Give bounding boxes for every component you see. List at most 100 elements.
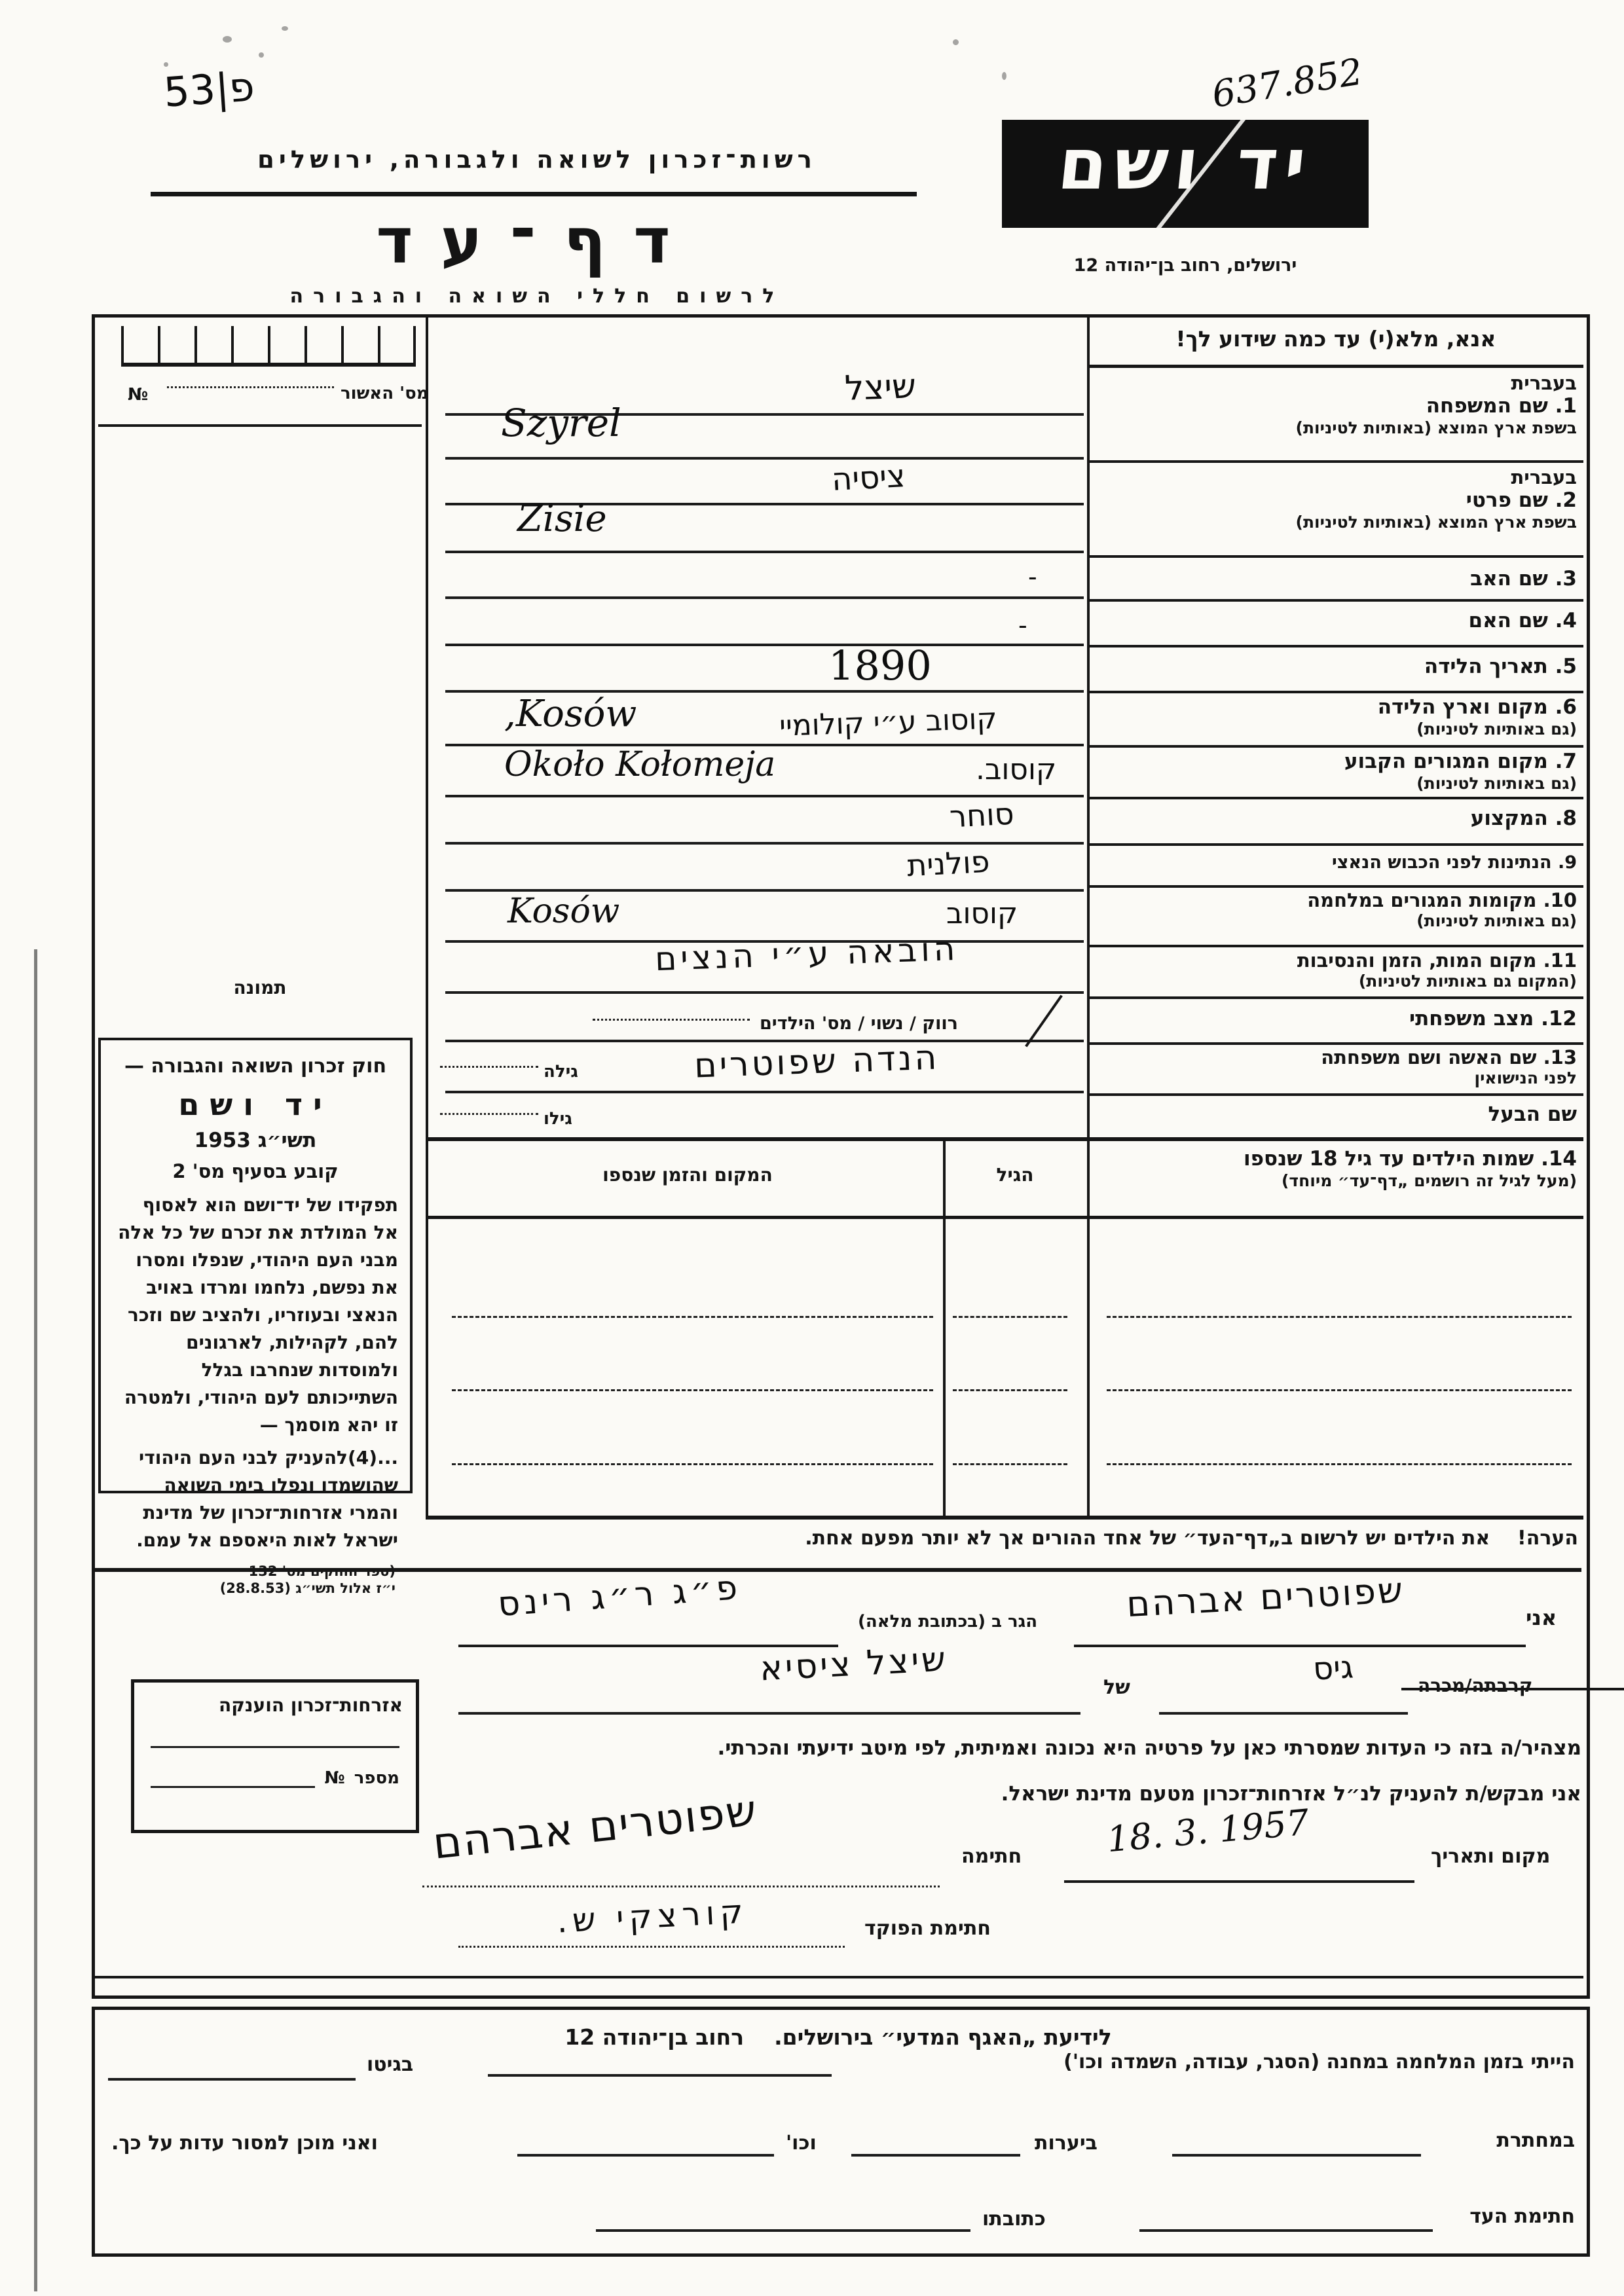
- write-line: [445, 940, 1084, 943]
- relation-line: [1159, 1712, 1408, 1715]
- witness-address-footer-label: כתובתו: [982, 2208, 1046, 2231]
- scan-edge-artifact: [34, 949, 37, 2291]
- note-bottom-rule: [95, 1568, 1581, 1572]
- table-row-line: [953, 1389, 1067, 1391]
- forests-label: ביערות: [1035, 2132, 1098, 2155]
- underground-label: במחתרת: [1496, 2129, 1575, 2152]
- signature-label: חתימה: [961, 1845, 1022, 1868]
- place-date-label: מקום ותאריך: [1431, 1845, 1551, 1868]
- approval-number-line: [167, 386, 334, 388]
- value-war-place-hebrew: קוסוב: [946, 897, 1018, 930]
- write-line: [445, 644, 1084, 646]
- approval-row-rule: [98, 424, 422, 427]
- law-section: קובע בסעיף מס' 2: [172, 1160, 339, 1182]
- value-mother-mark: ־: [1018, 617, 1027, 646]
- children-note: הערה! את הילדים יש לרשום ב„דף־העד״ של אח…: [458, 1527, 1578, 1550]
- note-title: הערה!: [1517, 1527, 1578, 1550]
- field-label-14-children: 14. שמות הילדים עד גיל 18 שנספו (מעל לגי…: [1244, 1147, 1577, 1190]
- law-title: חוק זכרון השואה והגבורה —: [124, 1055, 387, 1078]
- ready-to-testify-label: ואני מוכן למסור עדות על כך.: [111, 2132, 378, 2155]
- marital-leader-dots: [593, 1019, 750, 1021]
- scan-speck: [259, 52, 264, 58]
- citizenship-request: אני מבקש/ת להעניק לנ״ל אזרחות־זכרון מטעם…: [1001, 1782, 1581, 1806]
- approval-number-sign: №: [128, 385, 149, 405]
- table-row-line: [452, 1463, 933, 1465]
- authority-name: רשות־זכרון לשואה ולגבורה, ירושלים: [257, 145, 817, 173]
- table-row-line: [1107, 1316, 1572, 1318]
- field-label-5-birth-date: 5. תאריך הלידה: [1424, 655, 1577, 678]
- write-line: [445, 842, 1084, 845]
- form-subtitle: לרשום חללי השואה והגבורה: [289, 285, 784, 308]
- instruction-rule: [1087, 365, 1583, 368]
- scan-speck: [223, 36, 232, 43]
- yad-vashem-logo: יד ושם: [1002, 120, 1369, 228]
- file-number-handwritten: 637.852: [1209, 50, 1366, 117]
- value-residence-hebrew: קוסוב.: [976, 753, 1057, 786]
- form-title: דף־עד: [376, 204, 698, 278]
- relation-label: קרבתה/מכרה: [1418, 1675, 1533, 1696]
- comb-strip: [121, 322, 416, 367]
- value-first-name-latin: Zisie: [517, 498, 607, 540]
- write-line: [445, 1040, 1084, 1042]
- clerk-signature-line: [458, 1946, 845, 1948]
- declaration-i-label: אני: [1526, 1605, 1557, 1630]
- stamp-number-line: [151, 1766, 316, 1788]
- his-age-label: גילו: [544, 1109, 572, 1129]
- label-column-divider: [1087, 314, 1090, 1518]
- write-line: [445, 991, 1084, 994]
- write-line: [445, 551, 1084, 553]
- witness-signature-footer-line: [1139, 2229, 1433, 2232]
- logo-address: ירושלים, רחוב בן־יהודה 12: [1073, 255, 1297, 276]
- value-family-name-latin: Szyrel: [501, 401, 621, 445]
- war-camp-label: הייתי בזמן המלחמה במחנה (הסגר, עבודה, הש…: [1063, 2050, 1575, 2073]
- value-birth-year: 1890: [828, 642, 932, 689]
- deceased-name-line: [458, 1712, 1080, 1715]
- field-label-4-mother: 4. שם האם: [1468, 609, 1578, 632]
- stamp-number-label: מספר: [354, 1768, 399, 1788]
- write-line: [445, 596, 1084, 599]
- value-family-name-hebrew: שיצל: [843, 367, 917, 409]
- witness-address-footer-line: [596, 2229, 970, 2232]
- write-line: [445, 744, 1084, 746]
- table-row-line: [452, 1316, 933, 1318]
- field-label-11-death: 11. מקום המות, הזמן והנסיבות (המקום גם ב…: [1297, 949, 1577, 991]
- stamp-box-line: [151, 1746, 399, 1748]
- etc-blank-line: [517, 2154, 774, 2157]
- value-residence-latin: Około Kołomeja: [504, 745, 776, 784]
- resides-label: הגר ב (בכתובת מלאה): [858, 1612, 1038, 1631]
- law-clause: ...(4)להעניק לבני העם היהודי שהושמדו ונפ…: [136, 1447, 398, 1551]
- law-text-box: חוק זכרון השואה והגבורה — יד ושם תשי״ג 1…: [98, 1038, 413, 1596]
- signature-line: [422, 1886, 940, 1887]
- field-label-3-father: 3. שם האב: [1470, 567, 1577, 591]
- her-age-label: גילה: [544, 1062, 578, 1082]
- witness-name-line: [1074, 1645, 1526, 1647]
- table-header-rule: [426, 1216, 1583, 1219]
- field-label-1-family-name: בעברית 1. שם המשפחה בשפת ארץ המוצא (באות…: [1295, 372, 1577, 437]
- law-year: תשי״ג 1953: [194, 1129, 317, 1152]
- underground-blank-line: [1172, 2154, 1421, 2157]
- clerk-signature-label: חתימת הפוקד: [864, 1917, 991, 1940]
- value-birth-place-latin: Kosów,: [504, 693, 637, 735]
- value-first-name-hebrew: ציסיה: [830, 458, 906, 498]
- marital-options: רווק / נשוי / מס' הילדים: [760, 1013, 958, 1034]
- her-age-line: [440, 1066, 538, 1068]
- value-profession: סוחר: [948, 795, 1015, 835]
- scan-speck: [164, 62, 168, 67]
- table-row-line: [953, 1463, 1067, 1465]
- stamp-number-sign: №: [324, 1768, 345, 1788]
- law-logo-text: יד ושם: [178, 1087, 333, 1122]
- write-line: [445, 1091, 1084, 1093]
- write-line: [445, 889, 1084, 892]
- approval-number-label: מס' האשור: [341, 384, 429, 403]
- citizenship-stamp-box: אזרחות־זכרון הוענקה מספר №: [131, 1679, 419, 1833]
- field-label-7-residence: 7. מקום המגורים הקבוע (גם באותיות לטיניו…: [1344, 750, 1577, 793]
- declaration-statement: מצהיר/ה בזה כי העדות שמסרתי כאן על פרטיה…: [717, 1736, 1581, 1760]
- scan-speck: [1002, 72, 1006, 80]
- scan-speck: [282, 26, 288, 31]
- of-label: של: [1103, 1676, 1130, 1699]
- date-line: [1064, 1880, 1414, 1883]
- witness-address-line: [458, 1645, 838, 1647]
- table-row-line: [452, 1389, 933, 1391]
- double-rule-inner: [92, 1976, 1583, 1978]
